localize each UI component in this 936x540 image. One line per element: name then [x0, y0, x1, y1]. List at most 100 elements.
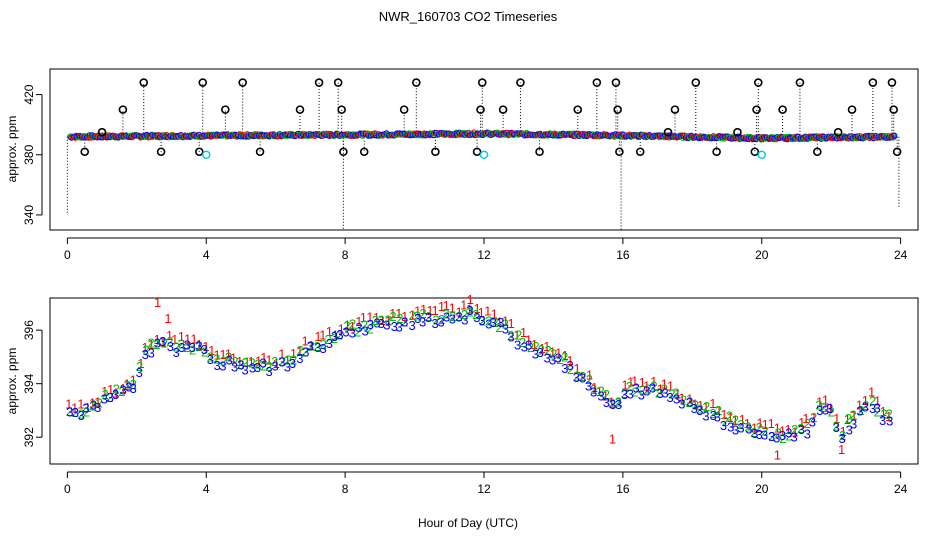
- series-3-mark: 3: [609, 397, 616, 412]
- series-1-mark: 1: [171, 332, 178, 347]
- top-outlier-point: [847, 105, 857, 114]
- top-outlier-point: [472, 147, 482, 157]
- series-1-mark: 1: [360, 310, 367, 325]
- series-2-mark: 2: [644, 381, 651, 396]
- series-3-mark: 3: [485, 317, 492, 332]
- series-3-mark: 3: [603, 395, 610, 410]
- bottom-y-tick-label: 396: [22, 320, 36, 340]
- top-outlier-point: [753, 78, 763, 87]
- series-2-mark: 2: [220, 354, 227, 369]
- series-1-mark: 1: [395, 306, 402, 321]
- series-2-mark: 2: [668, 386, 675, 401]
- series-2-mark: 2: [598, 384, 605, 399]
- series-3-mark: 3: [710, 408, 717, 423]
- series-3-mark: 3: [573, 370, 580, 385]
- series-3-mark: 3: [549, 353, 556, 368]
- series-2-mark: 2: [839, 428, 846, 443]
- top-outlier-point: [255, 147, 265, 157]
- top-outlier-point: [337, 105, 346, 114]
- series-2-mark: 2: [290, 353, 297, 368]
- series-2-mark: 2: [389, 309, 396, 324]
- series-1-mark: 1: [868, 385, 875, 400]
- series-3-mark: 3: [839, 431, 846, 446]
- series-1-mark: 1: [202, 339, 209, 354]
- series-1-mark: 1: [409, 308, 416, 323]
- series-3-mark: 3: [656, 386, 663, 401]
- series-2-mark: 2: [567, 362, 574, 377]
- series-1-mark: 1: [555, 345, 562, 360]
- series-2-mark: 2: [237, 357, 244, 372]
- series-2-mark: 2: [313, 339, 320, 354]
- bottom-x-tick-label: 4: [203, 482, 210, 496]
- series-3-mark: 3: [727, 419, 734, 434]
- series-1-mark: 1: [562, 348, 569, 363]
- series-2-mark: 2: [371, 313, 378, 328]
- series-1-mark: 1: [543, 339, 550, 354]
- top-outlier-point: [712, 147, 721, 157]
- series-2-mark: 2: [189, 342, 196, 357]
- series-3-mark: 3: [355, 320, 362, 335]
- series-2-mark: 2: [242, 355, 249, 370]
- series-1-mark: 1: [307, 338, 314, 353]
- series-1-mark: 1: [856, 397, 863, 412]
- series-3-mark: 3: [579, 370, 586, 385]
- series-1-mark: 1: [213, 348, 220, 363]
- bottom-x-tick-label: 20: [755, 482, 769, 496]
- series-2-mark: 2: [737, 417, 744, 432]
- series-3-mark: 3: [874, 401, 881, 416]
- series-3-mark: 3: [438, 314, 445, 329]
- series-3-mark: 3: [77, 408, 84, 423]
- series-1-mark: 1: [332, 328, 339, 343]
- series-2-mark: 2: [254, 357, 261, 372]
- series-1-mark: 1: [273, 356, 280, 371]
- series-3-mark: 3: [846, 422, 853, 437]
- series-2-mark: 2: [686, 395, 693, 410]
- series-3-mark: 3: [272, 359, 279, 374]
- top-baseline-point: [891, 132, 898, 139]
- series-2-mark: 2: [361, 318, 368, 333]
- series-3-mark: 3: [414, 311, 421, 326]
- series-1-mark: 1: [326, 324, 333, 339]
- series-3-mark: 3: [154, 336, 161, 351]
- series-2-mark: 2: [419, 306, 426, 321]
- series-3-mark: 3: [662, 385, 669, 400]
- series-2-mark: 2: [631, 385, 638, 400]
- bottom-y-tick-label: 394: [22, 373, 36, 393]
- series-1-mark: 1: [810, 410, 817, 425]
- series-3-mark: 3: [184, 338, 191, 353]
- top-x-tick-label: 8: [342, 248, 349, 262]
- series-2-mark: 2: [225, 350, 232, 365]
- series-3-mark: 3: [167, 339, 174, 354]
- series-3-mark: 3: [125, 380, 132, 395]
- series-2-mark: 2: [354, 324, 361, 339]
- series-1-mark: 1: [373, 310, 380, 325]
- series-2-mark: 2: [761, 424, 768, 439]
- series-3-mark: 3: [737, 421, 744, 436]
- series-3-mark: 3: [696, 403, 703, 418]
- series-3-mark: 3: [490, 315, 497, 330]
- series-3-mark: 3: [408, 318, 415, 333]
- series-2-mark: 2: [797, 421, 804, 436]
- series-3-mark: 3: [590, 384, 597, 399]
- series-1-mark: 1: [94, 394, 101, 409]
- top-x-axis: 0 4 8 12 16 20 24: [64, 237, 908, 262]
- series-2-mark: 2: [507, 328, 514, 343]
- series-2-mark: 2: [178, 336, 185, 351]
- series-2-mark: 2: [750, 425, 757, 440]
- series-1-mark: 1: [484, 303, 491, 318]
- series-1-mark: 1: [478, 305, 485, 320]
- series-1-mark: 1: [260, 350, 267, 365]
- top-outlier-point: [339, 147, 348, 157]
- series-3-mark: 3: [101, 391, 108, 406]
- series-1-mark: 1: [751, 421, 758, 436]
- top-x-tick-label: 12: [477, 248, 491, 262]
- series-1-mark: 1: [661, 376, 668, 391]
- top-outlier-point: [295, 105, 305, 114]
- series-1-mark: 1: [255, 354, 262, 369]
- series-2-mark: 2: [545, 343, 552, 358]
- series-1-mark: 1: [739, 412, 746, 427]
- series-2-mark: 2: [696, 401, 703, 416]
- series-2-mark: 2: [320, 337, 327, 352]
